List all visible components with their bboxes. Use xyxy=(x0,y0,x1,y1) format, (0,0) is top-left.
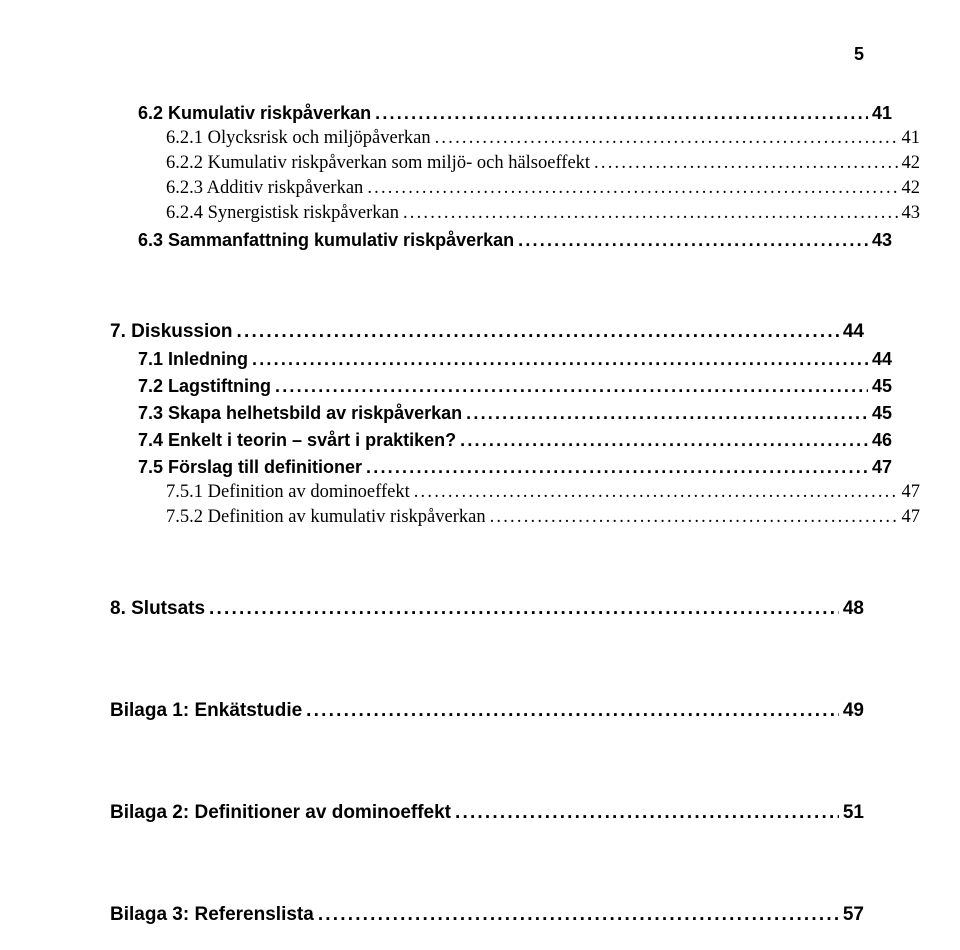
toc-leader: ........................................… xyxy=(318,904,839,926)
toc-label: 6.2.3 Additiv riskpåverkan xyxy=(166,178,363,199)
toc-label: 6.2.1 Olycksrisk och miljöpåverkan xyxy=(166,128,431,149)
toc-leader: ........................................… xyxy=(594,153,897,174)
toc-page: 41 xyxy=(872,103,892,124)
toc-entry: 6.3 Sammanfattning kumulativ riskpåverka… xyxy=(110,230,892,251)
toc-label: Bilaga 2: Definitioner av dominoeffekt xyxy=(110,802,451,824)
toc-page: 44 xyxy=(843,321,864,343)
toc-label: 7.2 Lagstiftning xyxy=(138,376,271,397)
toc-label: 7.5 Förslag till definitioner xyxy=(138,457,362,478)
toc-label: 6.2.4 Synergistisk riskpåverkan xyxy=(166,203,399,224)
toc-leader: ........................................… xyxy=(366,457,868,478)
toc-label: Bilaga 3: Referenslista xyxy=(110,904,314,926)
toc-label: 7.3 Skapa helhetsbild av riskpåverkan xyxy=(138,403,462,424)
toc-leader: ........................................… xyxy=(275,376,868,397)
toc-label: 6.2 Kumulativ riskpåverkan xyxy=(138,103,371,124)
toc-page: 47 xyxy=(872,457,892,478)
toc-page: 47 xyxy=(902,482,921,503)
toc-entry: Bilaga 3: Referenslista.................… xyxy=(110,904,864,926)
toc-page: 49 xyxy=(843,700,864,722)
toc-entry: 7.3 Skapa helhetsbild av riskpåverkan...… xyxy=(110,403,892,424)
toc-spacer xyxy=(110,622,864,666)
toc-label: 7.1 Inledning xyxy=(138,349,248,370)
toc-page: 42 xyxy=(902,178,921,199)
toc-leader: ........................................… xyxy=(375,103,868,124)
toc-page: 44 xyxy=(872,349,892,370)
toc-entry: 7.5.2 Definition av kumulativ riskpåverk… xyxy=(110,507,920,528)
toc-leader: ........................................… xyxy=(460,430,868,451)
toc-entry: 6.2.1 Olycksrisk och miljöpåverkan......… xyxy=(110,128,920,149)
toc-entry: 6.2.4 Synergistisk riskpåverkan.........… xyxy=(110,203,920,224)
toc-label: 7.4 Enkelt i teorin – svårt i praktiken? xyxy=(138,430,456,451)
toc-page: 41 xyxy=(902,128,921,149)
toc-spacer xyxy=(110,826,864,870)
toc-label: 6.2.2 Kumulativ riskpåverkan som miljö- … xyxy=(166,153,590,174)
toc-label: 8. Slutsats xyxy=(110,598,205,620)
toc-leader: ........................................… xyxy=(466,403,868,424)
toc-leader: ........................................… xyxy=(252,349,868,370)
toc-entry: Bilaga 1: Enkätstudie...................… xyxy=(110,700,864,722)
toc-leader: ........................................… xyxy=(403,203,898,224)
toc-label: 7. Diskussion xyxy=(110,321,233,343)
toc-entry: 7. Diskussion...........................… xyxy=(110,321,864,343)
toc-spacer xyxy=(110,724,864,768)
toc-page: 43 xyxy=(872,230,892,251)
toc-page: 45 xyxy=(872,376,892,397)
toc-leader: ........................................… xyxy=(435,128,898,149)
toc-entry: 7.5.1 Definition av dominoeffekt........… xyxy=(110,482,920,503)
toc-page: 42 xyxy=(902,153,921,174)
toc-page: 45 xyxy=(872,403,892,424)
toc-page: 5 6.2 Kumulativ riskpåverkan............… xyxy=(0,0,960,950)
toc-entry: 7.1 Inledning...........................… xyxy=(110,349,892,370)
toc-entry: 7.4 Enkelt i teorin – svårt i praktiken?… xyxy=(110,430,892,451)
toc-page: 47 xyxy=(902,507,921,528)
toc-page: 51 xyxy=(843,802,864,824)
toc-entry: 6.2 Kumulativ riskpåverkan..............… xyxy=(110,103,892,124)
toc-spacer xyxy=(110,530,864,564)
toc-leader: ........................................… xyxy=(490,507,898,528)
toc-leader: ........................................… xyxy=(237,321,839,343)
toc-leader: ........................................… xyxy=(518,230,868,251)
page-number: 5 xyxy=(110,44,864,65)
toc-leader: ........................................… xyxy=(367,178,897,199)
toc-entry: 7.2 Lagstiftning........................… xyxy=(110,376,892,397)
toc-entry: 6.2.2 Kumulativ riskpåverkan som miljö- … xyxy=(110,153,920,174)
toc-entry: 8. Slutsats.............................… xyxy=(110,598,864,620)
toc-entry: 7.5 Förslag till definitioner...........… xyxy=(110,457,892,478)
toc-label: 7.5.1 Definition av dominoeffekt xyxy=(166,482,410,503)
toc-entry: 6.2.3 Additiv riskpåverkan..............… xyxy=(110,178,920,199)
toc-page: 46 xyxy=(872,430,892,451)
toc-label: Bilaga 1: Enkätstudie xyxy=(110,700,302,722)
toc-leader: ........................................… xyxy=(306,700,839,722)
toc-label: 6.3 Sammanfattning kumulativ riskpåverka… xyxy=(138,230,514,251)
toc-page: 57 xyxy=(843,904,864,926)
toc-leader: ........................................… xyxy=(209,598,839,620)
toc-entry: Bilaga 2: Definitioner av dominoeffekt..… xyxy=(110,802,864,824)
toc-leader: ........................................… xyxy=(455,802,839,824)
toc-leader: ........................................… xyxy=(414,482,898,503)
toc-container: 6.2 Kumulativ riskpåverkan..............… xyxy=(110,103,864,926)
toc-page: 43 xyxy=(902,203,921,224)
toc-page: 48 xyxy=(843,598,864,620)
toc-label: 7.5.2 Definition av kumulativ riskpåverk… xyxy=(166,507,486,528)
toc-spacer xyxy=(110,253,864,287)
